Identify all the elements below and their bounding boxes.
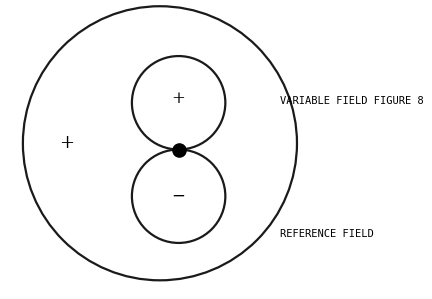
Text: +: + xyxy=(172,90,186,107)
Text: −: − xyxy=(172,188,186,205)
Text: +: + xyxy=(59,134,74,152)
Text: VARIABLE FIELD FIGURE 8: VARIABLE FIELD FIGURE 8 xyxy=(280,96,423,106)
Text: REFERENCE FIELD: REFERENCE FIELD xyxy=(280,229,373,239)
Point xyxy=(175,147,182,152)
